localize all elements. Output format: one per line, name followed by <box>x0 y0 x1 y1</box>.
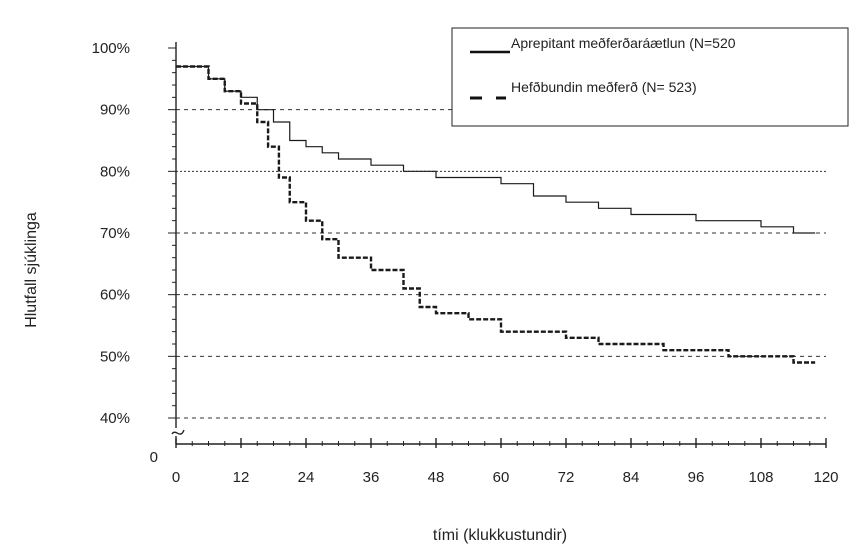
x-tick-label: 48 <box>428 469 445 486</box>
x-tick-label: 12 <box>233 469 250 486</box>
y-tick-label: 70% <box>100 225 130 242</box>
series-line-standard <box>176 65 816 364</box>
x-tick-label: 24 <box>298 469 315 486</box>
y-tick-label: 100% <box>92 40 130 57</box>
y-tick-label: 40% <box>100 410 130 427</box>
y-tick-label-break: 0 <box>150 449 158 466</box>
y-tick-label: 60% <box>100 287 130 304</box>
x-tick-label: 108 <box>748 469 773 486</box>
axes <box>168 42 827 448</box>
grid-lines <box>176 109 826 419</box>
series-lines <box>176 65 816 364</box>
x-tick-label: 60 <box>493 469 510 486</box>
y-axis-title: Hlutfall sjúklinga <box>23 212 40 328</box>
y-tick-label: 50% <box>100 348 130 365</box>
x-tick-label: 96 <box>688 469 705 486</box>
legend: Aprepitant meðferðaráætlun (N=520 Hefðbun… <box>451 27 849 127</box>
x-tick-label: 36 <box>363 469 380 486</box>
y-tick-label: 90% <box>100 102 130 119</box>
x-tick-label: 84 <box>623 469 640 486</box>
legend-label-standard: Hefðbundin meðferð (N= 523) <box>511 79 697 95</box>
x-tick-label: 120 <box>813 469 838 486</box>
axis-break-mark <box>171 429 185 435</box>
axis-labels: 40% 50% 60% 70% 80% 90% 100% 00 12 24 36 48 60 72 84 96… <box>23 40 839 544</box>
legend-label-aprepitant: Aprepitant meðferðaráætlun (N=520 <box>511 35 736 51</box>
series-line-aprepitant <box>176 65 816 234</box>
x-axis-title: tími (klukkustundir) <box>433 527 567 544</box>
legend-box <box>451 27 849 127</box>
x-tick-label: 72 <box>558 469 575 486</box>
x-tick-label: 0 <box>172 469 180 486</box>
y-tick-label: 80% <box>100 163 130 180</box>
